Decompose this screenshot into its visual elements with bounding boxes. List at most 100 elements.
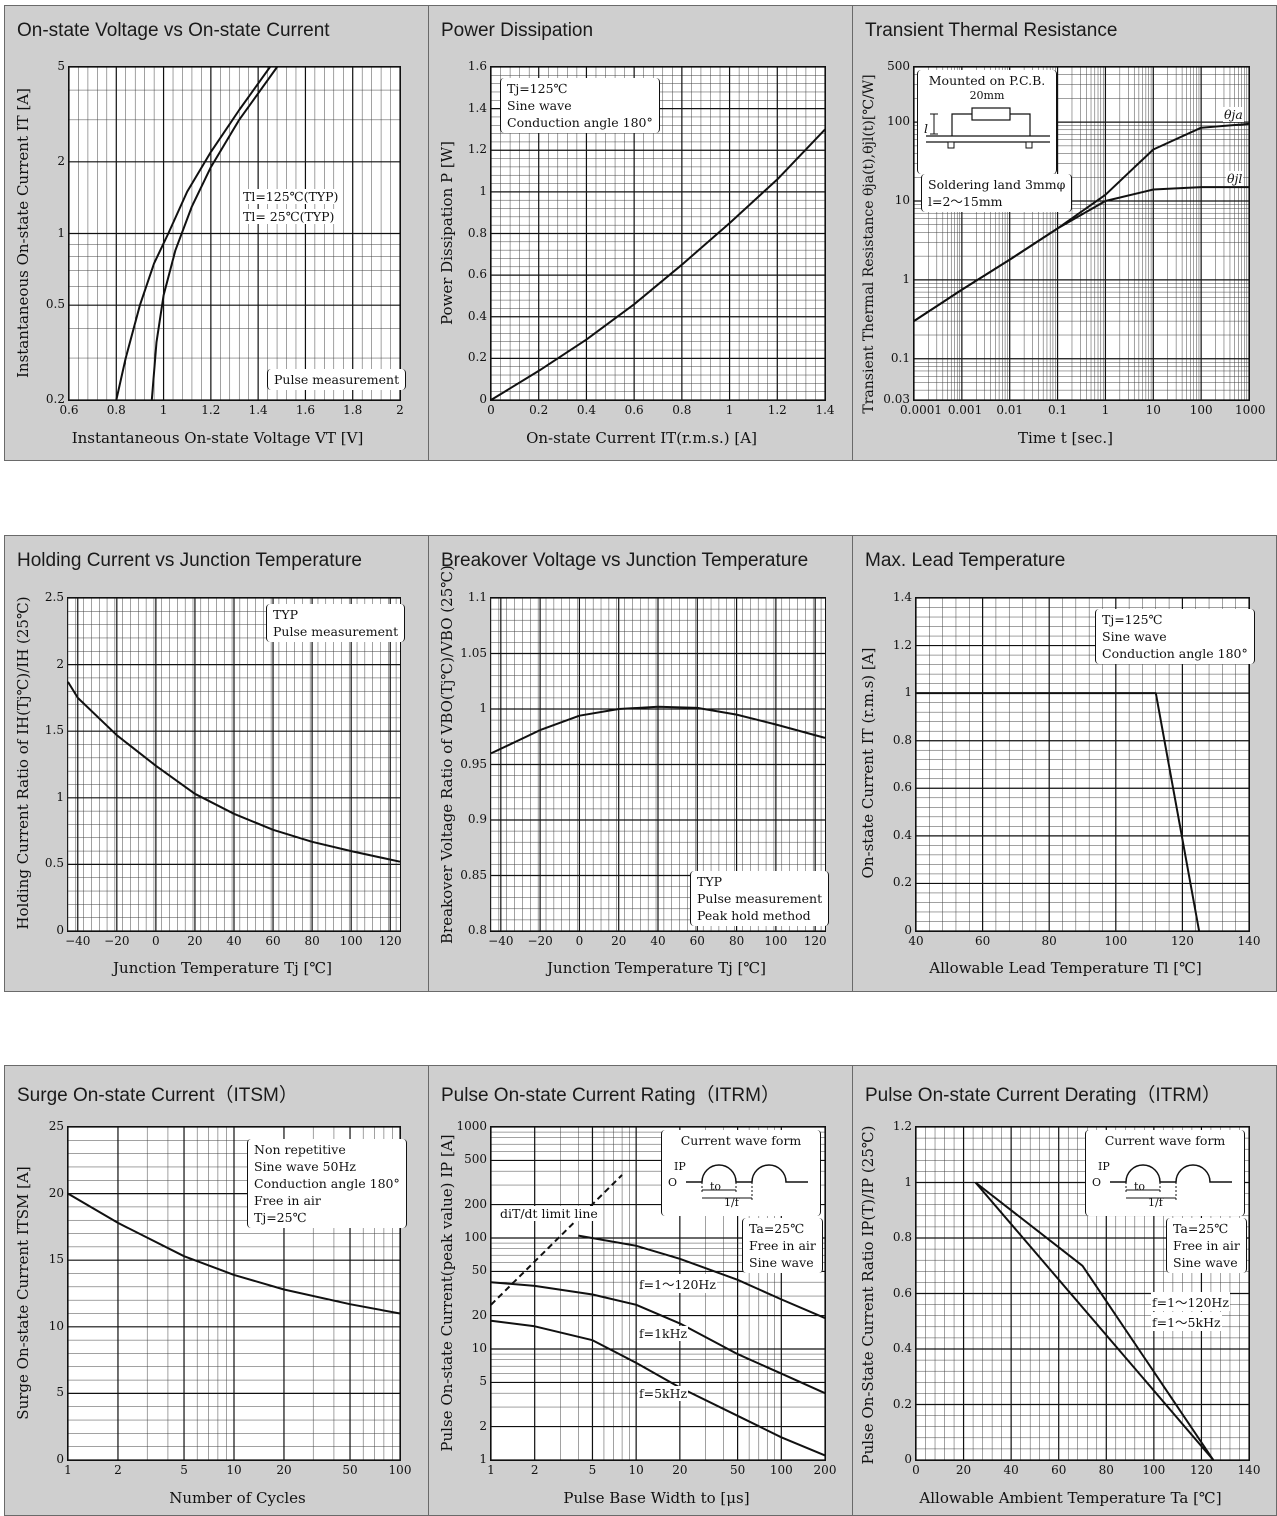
series-label: f=1～120Hz [638,1274,717,1293]
chart-note: Ta=25℃ Free in air Sine wave [1166,1218,1247,1273]
note-line: Peak hold method [697,908,811,923]
x-axis-label: Junction Temperature Tj [℃] [547,959,766,977]
inset-title: Current wave form [1104,1133,1226,1148]
x-tick-label: 10 [1145,403,1161,417]
y-tick-label: 0.8 [467,225,487,240]
chart-note: Non repetitive Sine wave 50Hz Conduction… [247,1139,407,1228]
x-tick-label: 120 [378,934,402,948]
x-tick-label: 1.4 [815,403,835,417]
x-tick-label: 0.8 [106,403,126,417]
x-tick-label: 80 [1098,1463,1114,1477]
y-tick-label: 1.05 [460,645,487,660]
x-tick-label: 80 [304,934,320,948]
y-tick-label: 0.6 [892,1285,912,1300]
y-axis-label: Transient Thermal Resistance θja(t),θjl(… [861,74,877,414]
note-line: Tj=25℃ [254,1210,307,1225]
inset-period-label: 1/f [724,1196,739,1209]
y-tick-label: 0 [56,1452,64,1466]
inset-to-label: to [710,1180,722,1193]
y-tick-label: 0.85 [460,867,487,882]
series-line-0 [67,681,401,863]
y-tick-label: 0.1 [890,350,910,365]
y-tick-label: 0.4 [892,1341,912,1355]
y-tick-label: 2 [57,153,65,168]
chart-title: Max. Lead Temperature [865,550,1066,571]
y-axis-label: Pulse On-state Current(peak value) IP [A… [438,1134,456,1452]
chart-note: Pulse measurement [267,369,407,390]
x-tick-label: 2 [530,1463,539,1477]
solder-land [947,141,955,149]
y-tick-label: 0.8 [892,732,912,747]
waveform-trace [686,1164,808,1183]
x-tick-label: 10 [226,1463,242,1477]
inset-period-label: 1/f [1148,1196,1163,1209]
y-tick-label: 0.95 [460,756,487,771]
x-tick-label: 0.6 [59,403,79,417]
x-tick-label: 120 [1170,934,1194,948]
x-tick-label: 20 [955,1463,972,1477]
note-line: Tj=125℃ [1102,612,1163,627]
note-line: Ta=25℃ [1173,1221,1229,1236]
y-axis-label: Power Dissipation P [W] [438,141,456,325]
note-line: Tj=125℃ [507,81,568,96]
x-tick-label: 40 [226,934,242,948]
chart-svg [490,66,826,401]
y-tick-label: 0.5 [44,856,64,871]
y-tick-label: 0.9 [467,812,487,826]
series-line-1 [578,1234,826,1320]
x-tick-label: 1.2 [201,403,221,417]
chart-panel-0: On-state Voltage vs On-state Current 0.6… [4,5,429,461]
y-tick-label: 0.4 [467,308,487,323]
y-tick-label: 0 [479,392,487,406]
x-tick-label: 100 [764,934,788,948]
lead-wires [951,113,1031,136]
x-tick-label: 0.8 [672,403,692,417]
series-line-0 [67,1192,401,1315]
waveform-dimensions [702,1189,752,1199]
y-tick-label: 200 [464,1196,487,1211]
component-body [971,107,1011,121]
y-tick-label: 0.03 [883,392,910,406]
y-tick-label: 0 [904,923,912,937]
plot-area: 0.6 0.8 1 1.2 1.4 1.6 1.8 2 0.2 0.5 1 2 5 [46,59,404,417]
y-tick-label: 0.5 [45,297,65,312]
y-tick-label: 20 [471,1307,487,1322]
wave-inset: Current wave form IP O to 1/f [661,1130,821,1216]
y-tick-label: 10 [471,1341,487,1355]
series-line-1 [150,66,278,401]
x-axis-label: Junction Temperature Tj [℃] [113,959,332,977]
note-line: Conduction angle 180° [1102,646,1248,661]
y-tick-label: 0.2 [45,392,65,406]
note-line: TYP [697,874,722,889]
wave-inset: Current wave form IP O to 1/f [1085,1130,1245,1216]
chart-panel-5: Max. Lead Temperature 40 60 80 100 120 140 0 0.… [852,535,1277,992]
y-tick-label: 1.2 [467,142,487,157]
x-tick-label: 120 [803,934,827,948]
x-axis-label: On-state Current IT(r.m.s.) [A] [526,429,757,447]
x-tick-label: 120 [1189,1463,1213,1477]
x-tick-label: 2 [114,1463,122,1477]
x-tick-label: 100 [1104,934,1128,948]
chart-note: Soldering land 3mmφ l=2～15mm [921,174,1073,212]
note-line: Free in air [1173,1238,1240,1253]
y-tick-label: 2 [56,656,64,671]
note-line: Sine wave [507,98,572,113]
y-tick-label: 5 [56,1385,64,1400]
x-tick-label: −20 [527,934,553,948]
x-tick-label: 80 [728,934,745,948]
y-axis-label: Instantaneous On-state Current IT [A] [14,88,32,378]
x-tick-label: 100 [388,1463,412,1477]
y-tick-label: 1.1 [467,590,487,604]
y-axis-label: Breakover Voltage Ratio of VBO(Tj℃)/VBO … [438,565,456,944]
y-tick-label: 0.6 [892,780,912,795]
x-tick-label: 0.01 [996,403,1024,417]
x-tick-label: −40 [488,934,514,948]
chart-title: Surge On-state Current（ITSM） [17,1085,298,1106]
x-axis-label: Time t [sec.] [1018,429,1113,447]
x-tick-label: 1.6 [295,403,315,417]
chart-title: Breakover Voltage vs Junction Temperatur… [441,550,809,571]
y-tick-label: 1 [479,183,487,198]
x-tick-label: 40 [908,934,924,948]
series-label: Tl=125℃(TYP) [242,189,340,204]
chart-svg [68,66,401,401]
